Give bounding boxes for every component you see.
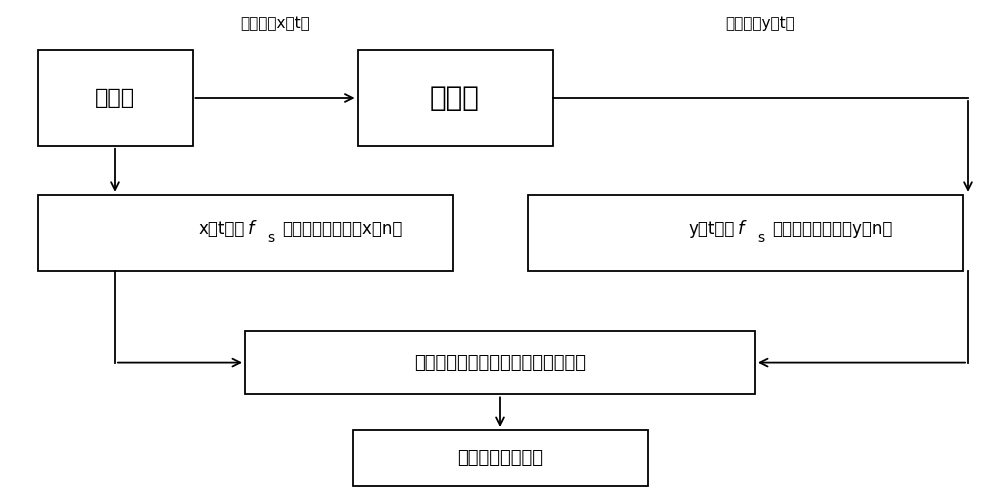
Bar bbox=[528, 195, 962, 270]
Bar bbox=[38, 50, 192, 146]
Text: 将结果显示和存储: 将结果显示和存储 bbox=[457, 449, 543, 467]
Text: 输出信号y（t）: 输出信号y（t） bbox=[725, 16, 795, 31]
Text: y（t）经: y（t）经 bbox=[689, 220, 735, 238]
Text: 采样后得离散序列y（n）: 采样后得离散序列y（n） bbox=[772, 220, 892, 238]
Text: 运用本发明算法计算发射机谐波失真: 运用本发明算法计算发射机谐波失真 bbox=[414, 354, 586, 371]
Text: $\mathit{f}$: $\mathit{f}$ bbox=[737, 220, 748, 238]
Bar bbox=[38, 195, 453, 270]
Text: 采样后得离散序列x（n）: 采样后得离散序列x（n） bbox=[282, 220, 402, 238]
Text: $\mathit{f}$: $\mathit{f}$ bbox=[247, 220, 258, 238]
Text: 音频流: 音频流 bbox=[95, 88, 135, 108]
Text: 发射机: 发射机 bbox=[430, 84, 480, 112]
Bar bbox=[245, 331, 755, 394]
Text: x（t）经: x（t）经 bbox=[199, 220, 245, 238]
Bar bbox=[353, 430, 648, 486]
Text: s: s bbox=[267, 231, 274, 245]
Text: 输入信号x（t）: 输入信号x（t） bbox=[240, 16, 310, 31]
Bar bbox=[358, 50, 552, 146]
Text: s: s bbox=[757, 231, 764, 245]
